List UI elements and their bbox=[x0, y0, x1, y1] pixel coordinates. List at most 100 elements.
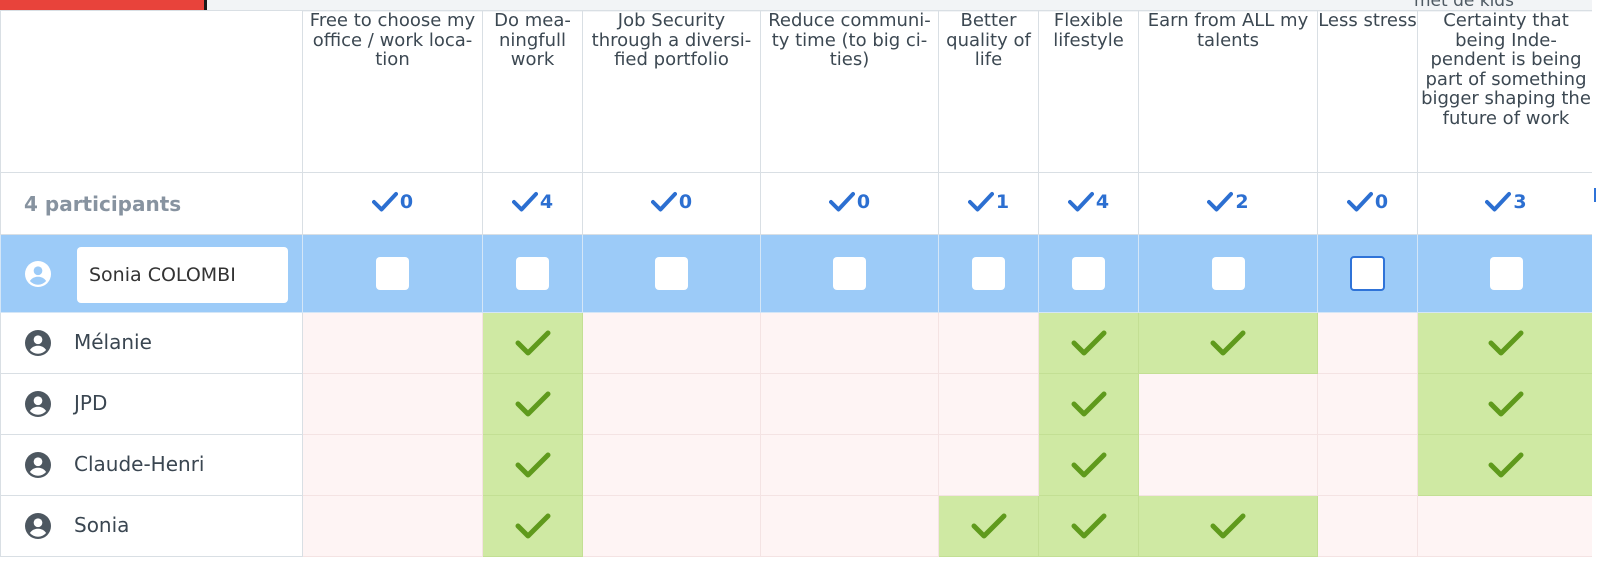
checkmark-icon bbox=[1207, 191, 1234, 211]
options-header-row: Free to choose my office / work loca-tio… bbox=[0, 10, 1595, 173]
background-panel-edge bbox=[204, 0, 207, 10]
vote-checkbox[interactable] bbox=[1211, 257, 1245, 290]
option-header: Better quality of life bbox=[938, 10, 1039, 173]
vote-yes-check-icon bbox=[971, 513, 1006, 539]
option-vote-count: 0 bbox=[582, 172, 761, 235]
option-vote-count: 0 bbox=[302, 172, 483, 235]
vote-no-cell bbox=[1138, 373, 1318, 435]
user-avatar-icon bbox=[25, 261, 51, 287]
vote-checkbox[interactable] bbox=[972, 257, 1005, 290]
vote-count-value: 0 bbox=[678, 190, 693, 213]
option-vote-count: 1 bbox=[938, 172, 1039, 235]
poll-table: Free to choose my office / work loca-tio… bbox=[0, 10, 1595, 557]
vote-yes-check-icon bbox=[515, 452, 550, 478]
vote-checkbox[interactable] bbox=[376, 257, 409, 290]
vote-checkbox[interactable] bbox=[833, 257, 866, 290]
vote-yes-cell bbox=[1417, 434, 1595, 496]
vote-yes-cell bbox=[1417, 373, 1595, 435]
vote-no-cell bbox=[582, 312, 761, 374]
vote-no-cell bbox=[302, 434, 483, 496]
option-header: Less stress bbox=[1317, 10, 1418, 173]
option-vote-count: 4 bbox=[482, 172, 583, 235]
vote-yes-cell bbox=[482, 373, 583, 435]
vote-yes-cell bbox=[1038, 495, 1139, 557]
scroll-marker bbox=[1594, 188, 1596, 202]
vote-checkbox[interactable] bbox=[516, 257, 549, 290]
checkmark-icon bbox=[511, 191, 538, 211]
checkmark-icon bbox=[967, 191, 994, 211]
vote-count: 1 bbox=[967, 190, 1010, 213]
participants-count-label: 4 participants bbox=[0, 172, 303, 235]
participant-name: Claude-Henri bbox=[74, 452, 205, 476]
vote-yes-cell bbox=[482, 312, 583, 374]
vote-checkbox[interactable] bbox=[1072, 257, 1105, 290]
option-header: Earn from ALL my talents bbox=[1138, 10, 1318, 173]
vote-no-cell bbox=[938, 373, 1039, 435]
vote-checkbox[interactable] bbox=[655, 257, 688, 290]
vote-yes-cell bbox=[938, 495, 1039, 557]
vote-yes-check-icon bbox=[1071, 391, 1106, 417]
vote-count: 0 bbox=[371, 190, 414, 213]
vote-yes-cell bbox=[1038, 373, 1139, 435]
vote-count-value: 0 bbox=[856, 190, 871, 213]
vote-yes-cell bbox=[1038, 434, 1139, 496]
vote-yes-check-icon bbox=[1071, 330, 1106, 356]
checkmark-icon bbox=[650, 191, 677, 211]
option-vote-count: 0 bbox=[760, 172, 939, 235]
participant-name-cell[interactable]: Mélanie bbox=[0, 312, 303, 374]
checkmark-icon bbox=[371, 191, 398, 211]
option-vote-count: 0 bbox=[1317, 172, 1418, 235]
vote-no-cell bbox=[1317, 312, 1418, 374]
vote-count-value: 4 bbox=[539, 190, 554, 213]
vote-count-value: 2 bbox=[1235, 190, 1249, 213]
vote-no-cell bbox=[302, 373, 483, 435]
vote-no-cell bbox=[582, 495, 761, 557]
background-red-panel bbox=[0, 0, 204, 10]
participant-row: Claude-Henri bbox=[0, 434, 1595, 496]
new-participant-option-cell bbox=[1038, 234, 1139, 313]
vote-yes-check-icon bbox=[1071, 513, 1106, 539]
participant-row: JPD bbox=[0, 373, 1595, 435]
right-gutter bbox=[1592, 0, 1600, 562]
vote-no-cell bbox=[1317, 495, 1418, 557]
option-header: Do mea-ningfull work bbox=[482, 10, 583, 173]
checkmark-icon bbox=[1346, 191, 1373, 211]
new-participant-option-cell bbox=[482, 234, 583, 313]
new-participant-option-cell bbox=[1317, 234, 1418, 313]
participant-name: Sonia bbox=[74, 513, 130, 537]
option-vote-count: 3 bbox=[1417, 172, 1595, 235]
background-text: met de kids bbox=[1414, 0, 1514, 11]
option-header: Free to choose my office / work loca-tio… bbox=[302, 10, 483, 173]
new-participant-option-cell bbox=[760, 234, 939, 313]
vote-no-cell bbox=[1317, 373, 1418, 435]
vote-checkbox[interactable] bbox=[1350, 256, 1385, 291]
background-strip bbox=[0, 0, 1600, 12]
vote-count-value: 0 bbox=[1374, 190, 1389, 213]
vote-no-cell bbox=[938, 434, 1039, 496]
vote-yes-cell bbox=[1417, 312, 1595, 374]
participant-name-cell[interactable]: Sonia bbox=[0, 495, 303, 557]
user-avatar-icon bbox=[25, 452, 51, 478]
participant-name-input[interactable] bbox=[77, 247, 288, 303]
new-participant-option-cell bbox=[582, 234, 761, 313]
vote-no-cell bbox=[1138, 434, 1318, 496]
vote-count-value: 1 bbox=[995, 190, 1010, 213]
new-participant-option-cell bbox=[1138, 234, 1318, 313]
vote-count-value: 0 bbox=[399, 190, 414, 213]
participant-name-cell[interactable]: JPD bbox=[0, 373, 303, 435]
new-participant-option-cell bbox=[938, 234, 1039, 313]
vote-yes-check-icon bbox=[1210, 513, 1246, 539]
vote-checkbox[interactable] bbox=[1489, 257, 1523, 290]
vote-yes-check-icon bbox=[515, 391, 550, 417]
checkmark-icon bbox=[828, 191, 855, 211]
vote-yes-check-icon bbox=[1210, 330, 1246, 356]
vote-no-cell bbox=[760, 312, 939, 374]
vote-yes-check-icon bbox=[515, 330, 550, 356]
participant-row: Sonia bbox=[0, 495, 1595, 557]
vote-count: 2 bbox=[1207, 190, 1249, 213]
checkmark-icon bbox=[1485, 191, 1512, 211]
header-corner bbox=[0, 10, 303, 173]
option-vote-count: 2 bbox=[1138, 172, 1318, 235]
vote-yes-check-icon bbox=[1488, 330, 1524, 356]
participant-name-cell[interactable]: Claude-Henri bbox=[0, 434, 303, 496]
